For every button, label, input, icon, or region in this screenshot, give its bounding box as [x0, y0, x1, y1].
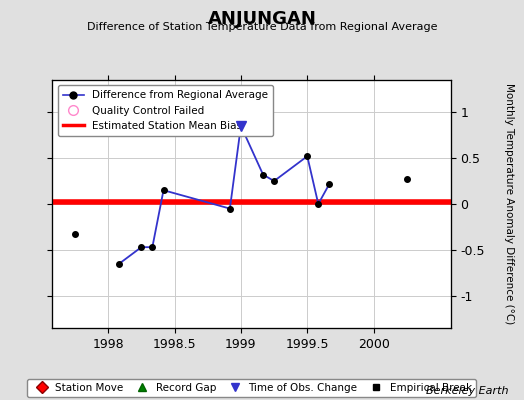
- Legend: Station Move, Record Gap, Time of Obs. Change, Empirical Break: Station Move, Record Gap, Time of Obs. C…: [27, 379, 476, 397]
- Text: Berkeley Earth: Berkeley Earth: [426, 386, 508, 396]
- Text: Difference of Station Temperature Data from Regional Average: Difference of Station Temperature Data f…: [87, 22, 437, 32]
- Y-axis label: Monthly Temperature Anomaly Difference (°C): Monthly Temperature Anomaly Difference (…: [504, 83, 515, 325]
- Text: ANJUNGAN: ANJUNGAN: [208, 10, 316, 28]
